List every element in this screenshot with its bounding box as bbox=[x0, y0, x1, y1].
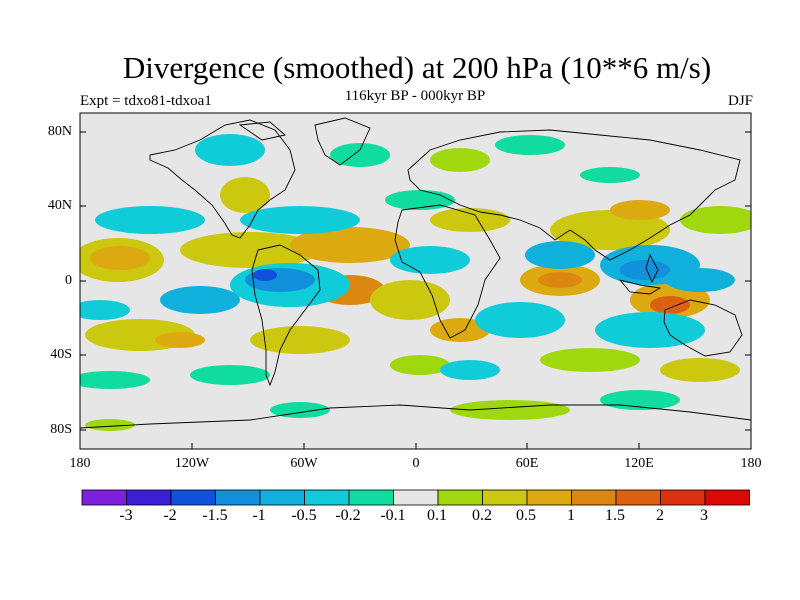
contour-blob bbox=[650, 296, 690, 314]
contour-blob bbox=[220, 177, 270, 213]
y-tick-label: 80S bbox=[50, 422, 72, 437]
coastline-greenland bbox=[314, 117, 371, 166]
contour-blob bbox=[370, 280, 450, 320]
map-title: Divergence (smoothed) at 200 hPa (10**6 … bbox=[122, 50, 712, 85]
map-subtitle: 116kyr BP - 000kyr BP bbox=[344, 88, 486, 104]
contour-blob bbox=[85, 419, 135, 431]
y-tick-label: 40S bbox=[50, 347, 72, 362]
contour-blob bbox=[538, 272, 582, 288]
coastline-australia bbox=[663, 299, 743, 357]
colorbar-box bbox=[304, 489, 350, 506]
colorbar-label: 1 bbox=[567, 507, 575, 524]
x-tick-label: 120E bbox=[624, 456, 654, 471]
contour-blob bbox=[660, 358, 740, 382]
colorbar-label: 1.5 bbox=[605, 507, 625, 524]
coastline-eurasia bbox=[407, 129, 741, 261]
coastline-arctic-islands bbox=[238, 121, 286, 141]
colorbar-box bbox=[615, 489, 661, 506]
colorbar-label: -0.2 bbox=[335, 507, 361, 524]
colorbar-box bbox=[259, 489, 305, 506]
colorbar-box bbox=[437, 489, 483, 506]
contour-blob bbox=[580, 167, 640, 183]
x-tick-label: 120W bbox=[174, 456, 210, 471]
axis-ticks bbox=[79, 131, 752, 449]
colorbar-label: 0.2 bbox=[472, 507, 492, 524]
coastline-south-america bbox=[251, 244, 321, 387]
contour-blob bbox=[253, 269, 277, 281]
coastline-north-america bbox=[149, 119, 296, 239]
colorbar-label: -1 bbox=[252, 507, 266, 524]
coastline-indonesia bbox=[618, 279, 662, 295]
colorbar-label: -0.5 bbox=[291, 507, 317, 524]
contour-blob bbox=[450, 400, 570, 420]
x-tick-label: 180 bbox=[69, 456, 91, 471]
colorbar-box bbox=[571, 489, 617, 506]
x-tick-label: 180 bbox=[740, 456, 762, 471]
contour-blob bbox=[330, 143, 390, 167]
colorbar-box bbox=[170, 489, 216, 506]
contour-blob bbox=[595, 312, 705, 348]
contour-blob bbox=[390, 355, 450, 375]
colorbar-label: -2 bbox=[163, 507, 177, 524]
contour-blob bbox=[190, 365, 270, 385]
contour-blob bbox=[80, 371, 150, 389]
x-tick-label: 0 bbox=[412, 456, 420, 471]
contour-blob bbox=[430, 148, 490, 172]
contour-blob bbox=[270, 402, 330, 418]
experiment-label: Expt = tdxo81-tdxoa1 bbox=[80, 93, 212, 109]
colorbar-box bbox=[348, 489, 394, 506]
y-tick-label: 80N bbox=[47, 124, 72, 139]
contour-blob bbox=[160, 286, 240, 314]
contour-blob bbox=[475, 302, 565, 338]
contour-blob bbox=[430, 318, 490, 342]
contour-blob bbox=[610, 200, 670, 220]
contour-blob bbox=[440, 360, 500, 380]
contour-blob bbox=[95, 206, 205, 234]
colorbar-label: 0.5 bbox=[516, 507, 536, 524]
contour-blob bbox=[385, 190, 455, 210]
colorbar-box bbox=[126, 489, 172, 506]
contour-blob bbox=[90, 246, 150, 270]
x-tick-label: 60E bbox=[515, 456, 539, 471]
contour-blob bbox=[540, 348, 640, 372]
colorbar-label: -3 bbox=[119, 507, 133, 524]
contour-blob bbox=[620, 260, 670, 280]
colorbar-box bbox=[81, 489, 127, 506]
contour-blob bbox=[680, 206, 751, 234]
coastlines bbox=[80, 117, 751, 429]
contour-blob bbox=[430, 208, 510, 232]
colorbar-box bbox=[526, 489, 572, 506]
contour-blob bbox=[195, 134, 265, 166]
colorbar-box bbox=[660, 489, 706, 506]
contour-blob bbox=[180, 232, 320, 268]
contour-blob bbox=[665, 268, 735, 292]
y-tick-label: 0 bbox=[65, 273, 72, 288]
contour-blob bbox=[525, 241, 595, 269]
colorbar-label: -1.5 bbox=[202, 507, 228, 524]
coastline-philippines bbox=[645, 253, 659, 284]
contour-blob bbox=[80, 300, 130, 320]
coastline-africa bbox=[394, 204, 501, 339]
contour-blob bbox=[495, 135, 565, 155]
contour-blob bbox=[240, 206, 360, 234]
colorbar-label: 3 bbox=[700, 507, 708, 524]
colorbar-box bbox=[215, 489, 261, 506]
colorbar-box bbox=[482, 489, 528, 506]
y-tick-label: 40N bbox=[47, 198, 72, 213]
coastline-antarctica bbox=[80, 404, 751, 429]
colorbar-box bbox=[393, 489, 439, 506]
x-tick-label: 60W bbox=[290, 456, 318, 471]
colorbar-label: 0.1 bbox=[427, 507, 447, 524]
colorbar bbox=[81, 489, 750, 506]
contour-blob bbox=[290, 227, 410, 263]
colorbar-box bbox=[704, 489, 750, 506]
contour-blob bbox=[155, 332, 205, 348]
colorbar-label: -0.1 bbox=[380, 507, 406, 524]
contour-blob bbox=[390, 246, 470, 274]
contour-field bbox=[80, 134, 751, 431]
season-label: DJF bbox=[727, 93, 753, 109]
contour-blob bbox=[250, 326, 350, 354]
colorbar-label: 2 bbox=[656, 507, 664, 524]
